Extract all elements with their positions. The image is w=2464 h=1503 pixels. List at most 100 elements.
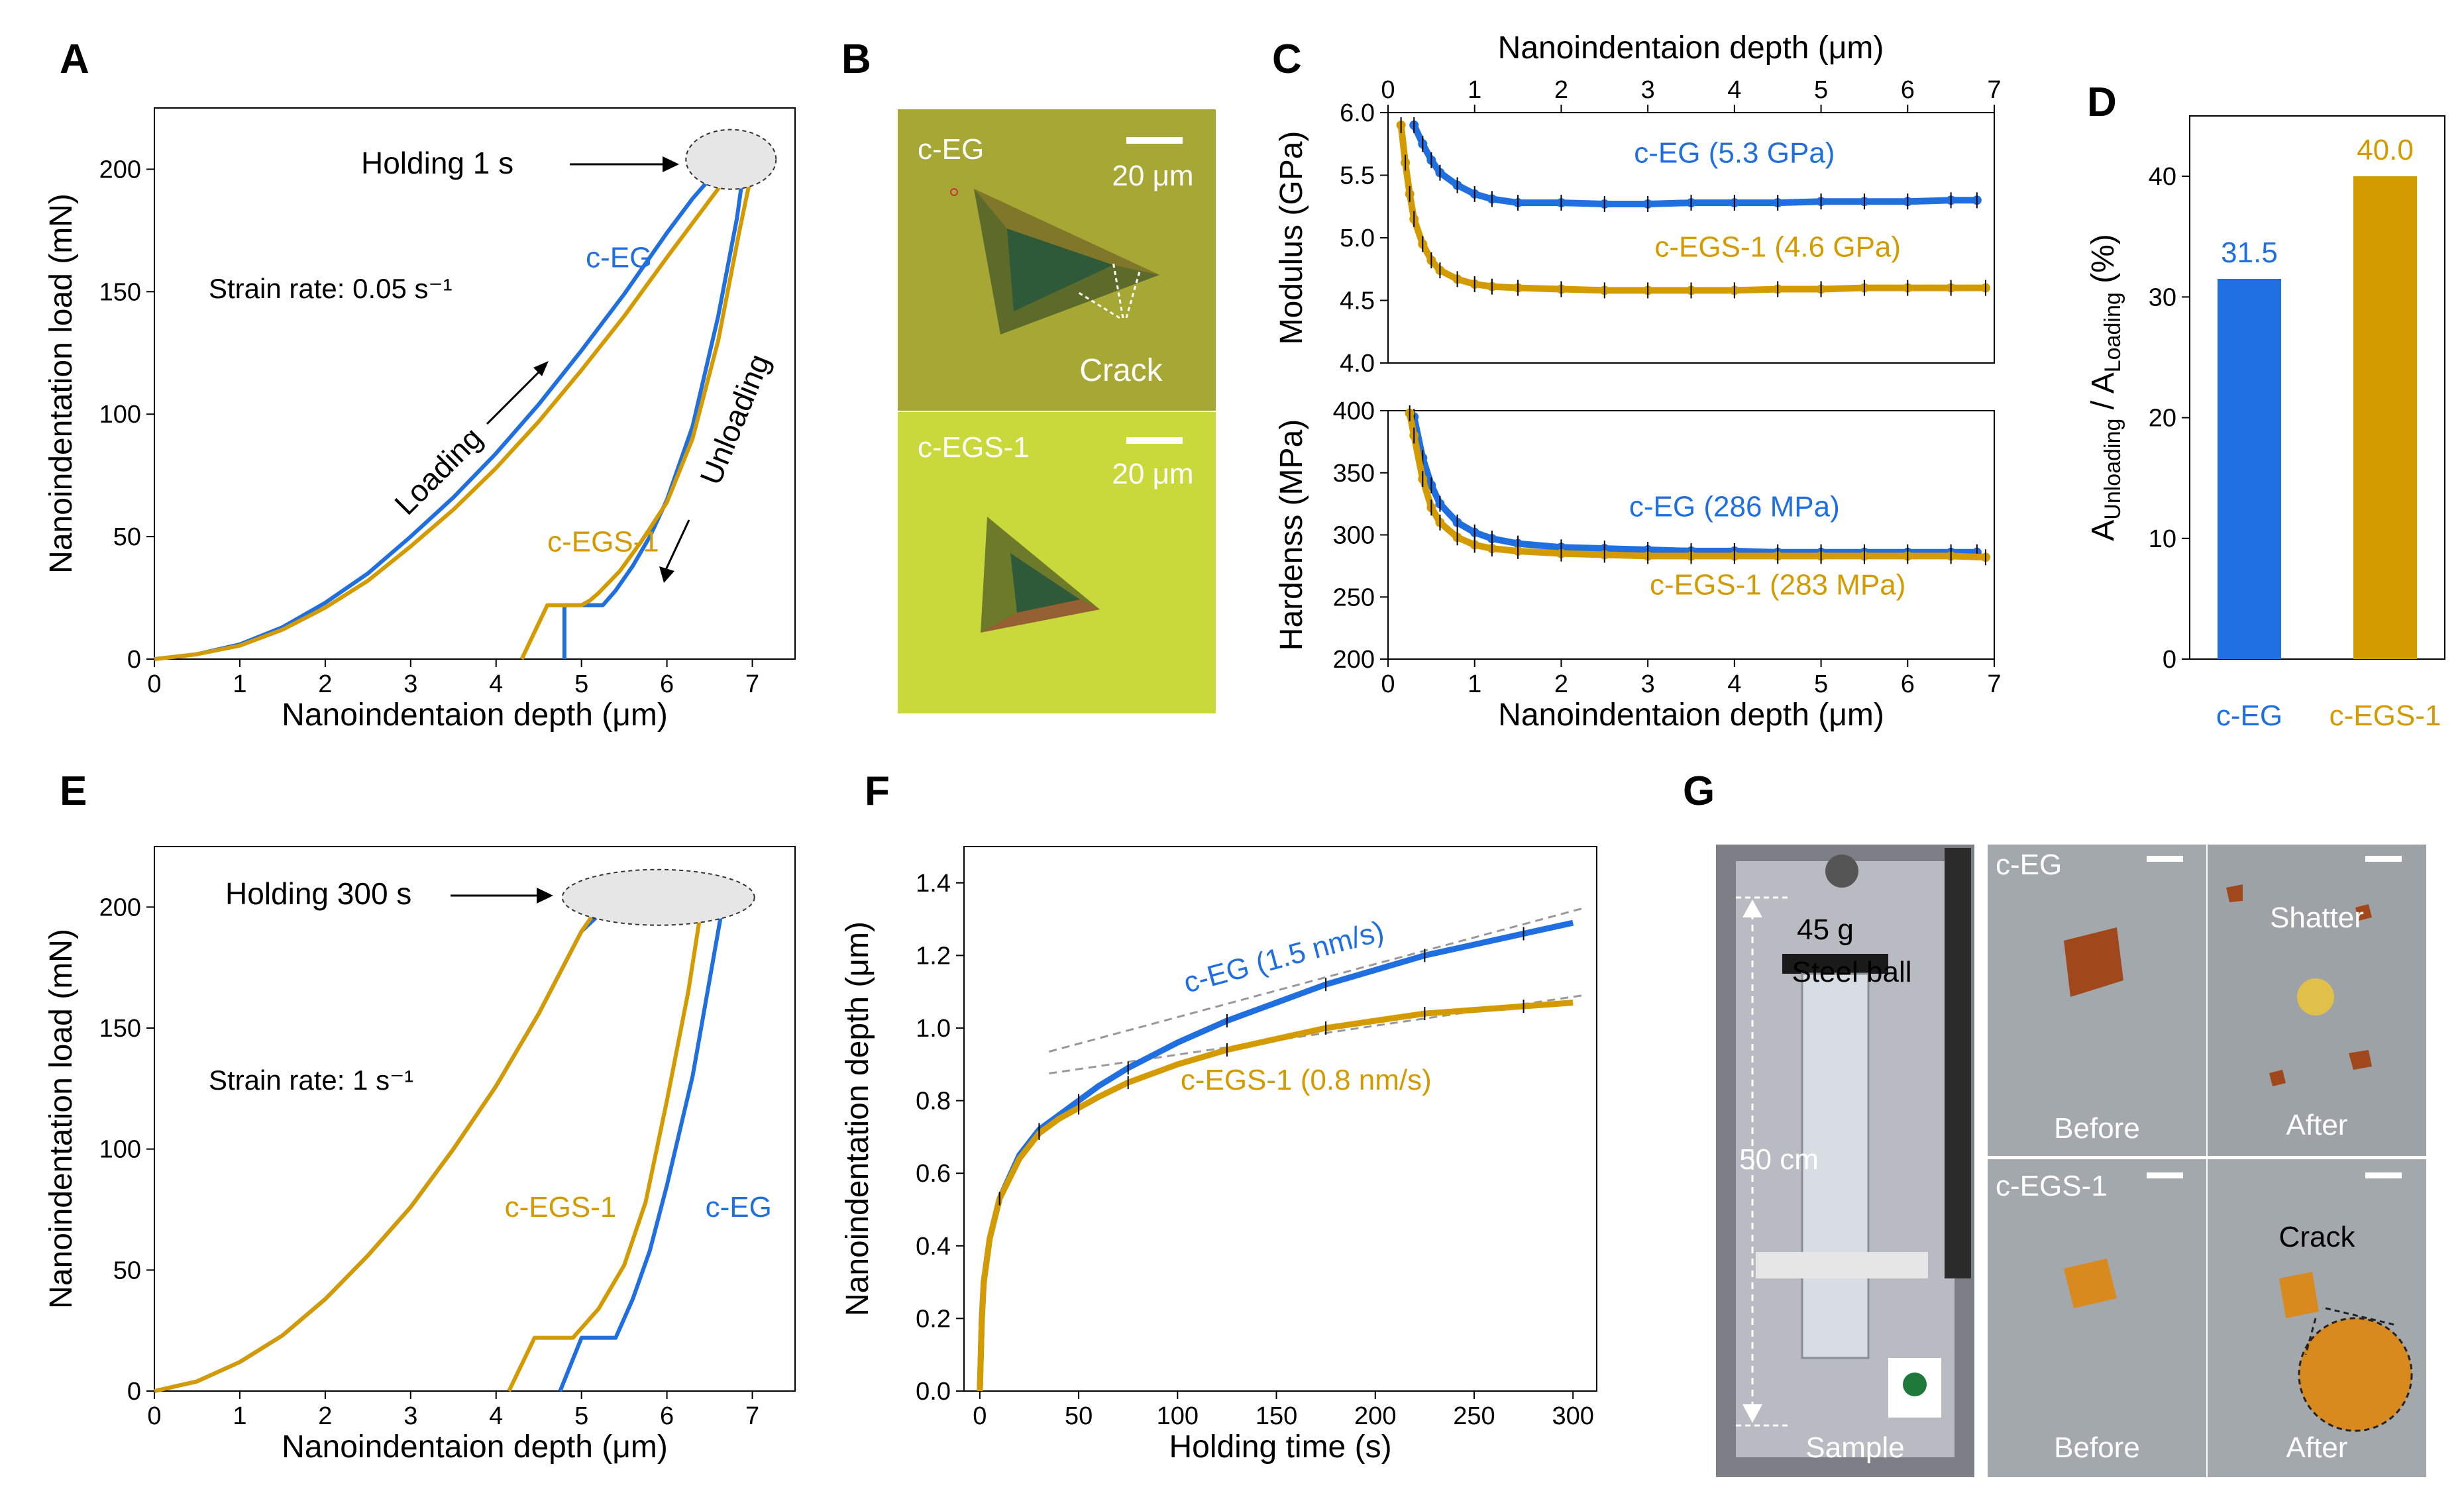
series-line-c-eg [154, 900, 725, 1393]
panel-letter-c: C [1272, 36, 1302, 82]
scale-bar [2365, 856, 2402, 862]
x-tick-label: 0 [147, 1402, 161, 1430]
cegs-piece [2064, 1259, 2117, 1308]
series-label: c-EGS-1 (0.8 nm/s) [1181, 1064, 1432, 1096]
series-label: c-EGS-1 (4.6 GPa) [1654, 231, 1901, 263]
x-axis-label: Holding time (s) [1169, 1429, 1391, 1465]
holding-ellipse [561, 868, 755, 926]
annotation-strain: Strain rate: 1 s⁻¹ [209, 1064, 413, 1096]
tube-collar [1782, 954, 1888, 974]
holding-ellipse [685, 129, 777, 190]
photo-ceg-before [1988, 845, 2206, 1156]
panel-letter-a: A [60, 36, 89, 82]
series-label: c-EG [706, 1191, 772, 1223]
panel-g-photos: 45 g Steel ball 50 cm Sample c-EG c-EGS-… [1716, 845, 2426, 1477]
steel-ball [1825, 855, 1858, 888]
y-tick-label: 4.5 [1340, 287, 1375, 315]
indent-top-face2 [974, 189, 1159, 275]
scale-bar [2147, 856, 2183, 862]
y-tick-label: 50 [113, 523, 141, 551]
y-tick-label: 400 [1333, 397, 1375, 425]
annotation-loading: Loading [388, 421, 489, 522]
x-tick-label: 4 [1727, 76, 1741, 104]
bar-c-eg [2218, 279, 2281, 659]
y-tick-label: 150 [99, 1015, 141, 1043]
scale-label-bottom: 20 μm [1112, 458, 1193, 490]
scale-label-top: 20 μm [1112, 160, 1193, 192]
y-tick-label: 0.4 [916, 1233, 951, 1261]
x-tick-label: 4 [489, 1402, 503, 1430]
x-tick-label: 6 [660, 1402, 674, 1430]
annotation-holding: Holding 1 s [361, 146, 513, 180]
series-line-c-egs-1 [1397, 125, 1986, 294]
y-tick-label: 5.0 [1340, 225, 1375, 252]
y-tick-label: 100 [99, 401, 141, 429]
series-line-c-eg [1411, 416, 1977, 556]
indent-bottom-face [1010, 553, 1080, 613]
y-tick-label: 200 [99, 894, 141, 921]
x-tick-label: 1 [1468, 76, 1481, 104]
series-label: c-EG (5.3 GPa) [1634, 137, 1835, 170]
crack-arrow [1076, 290, 1120, 319]
x-tick-label: 0 [973, 1402, 987, 1430]
y-tick-label: 20 [2149, 405, 2176, 433]
marker-dot [950, 188, 958, 196]
series-line-c-eg [977, 919, 1574, 1392]
fragment [2269, 1070, 2286, 1086]
series-line-c-egs-1 [1406, 412, 1986, 561]
series-line-c-egs-1 [154, 902, 704, 1393]
photo-cegs-after [2208, 1159, 2426, 1477]
x-tick-label: 3 [1641, 76, 1655, 104]
y-tick-label: 0.2 [916, 1305, 951, 1333]
x-tick-label: 100 [1157, 1402, 1199, 1430]
height-label: 50 cm [1739, 1143, 1819, 1176]
label-before-1: Before [2054, 1112, 2140, 1145]
y-axis-label: Nanoindentation load (mN) [44, 193, 79, 574]
x-tick-label: 300 [1552, 1402, 1593, 1430]
label-after-2: After [2286, 1431, 2348, 1464]
tower-rail [1945, 848, 1971, 1278]
y-tick-label: 1.0 [916, 1015, 951, 1043]
x-tick-label: 6 [660, 670, 674, 698]
plot-frame [154, 846, 796, 1392]
x-tick-label: 7 [745, 670, 759, 698]
series-line-c-egs-1 [154, 167, 755, 661]
g-label-ceg: c-EG [1996, 849, 2062, 881]
arrow-head-icon [533, 361, 549, 376]
x-tick-label: 3 [403, 670, 417, 698]
x-tick-label: 7 [1987, 670, 2001, 698]
y-axis-label: Modulus (GPa) [1274, 131, 1309, 345]
bar-value-label: 31.5 [2221, 236, 2278, 269]
category-label: c-EG [2216, 700, 2282, 732]
arrow-down-icon [1742, 1404, 1762, 1423]
x-tick-label: 5 [1814, 670, 1828, 698]
scale-bar [2147, 1172, 2183, 1178]
series-label: c-EG [586, 241, 652, 274]
fit-line [1049, 994, 1583, 1074]
arrow-up-icon [1742, 900, 1762, 917]
bar-value-label: 40.0 [2357, 134, 2414, 166]
bar-c-egs-1 [2353, 176, 2417, 660]
x-tick-label: 1 [233, 670, 246, 698]
y-tick-label: 10 [2149, 525, 2176, 553]
sample-label: Sample [1805, 1431, 1904, 1464]
x-tick-label: 250 [1453, 1402, 1495, 1430]
x-tick-label: 1 [1468, 670, 1481, 698]
x-tick-label: 0 [147, 670, 161, 698]
loading-arrow [486, 370, 541, 425]
y-tick-label: 0 [127, 1378, 141, 1406]
fragment [2349, 1050, 2372, 1070]
x-tick-label: 7 [1987, 76, 2001, 104]
arrow-head-icon [659, 566, 674, 583]
x-tick-label: 6 [1901, 76, 1915, 104]
crack-arrow [1112, 261, 1124, 319]
panel-letter-g: G [1683, 768, 1715, 814]
y-tick-label: 50 [113, 1257, 141, 1284]
x-axis-label: Nanoindentaion depth (μm) [282, 1429, 668, 1465]
x-tick-label: 4 [489, 670, 503, 698]
x-tick-label: 1 [233, 1402, 246, 1430]
arrow-head-icon [537, 888, 553, 904]
series-label: c-EG (1.5 nm/s) [1180, 915, 1387, 1000]
panel-c-hardness-chart: 0 1 2 3 4 5 6 7 200 250 300 350 400 Nanoindentaion de… [1274, 397, 2002, 733]
